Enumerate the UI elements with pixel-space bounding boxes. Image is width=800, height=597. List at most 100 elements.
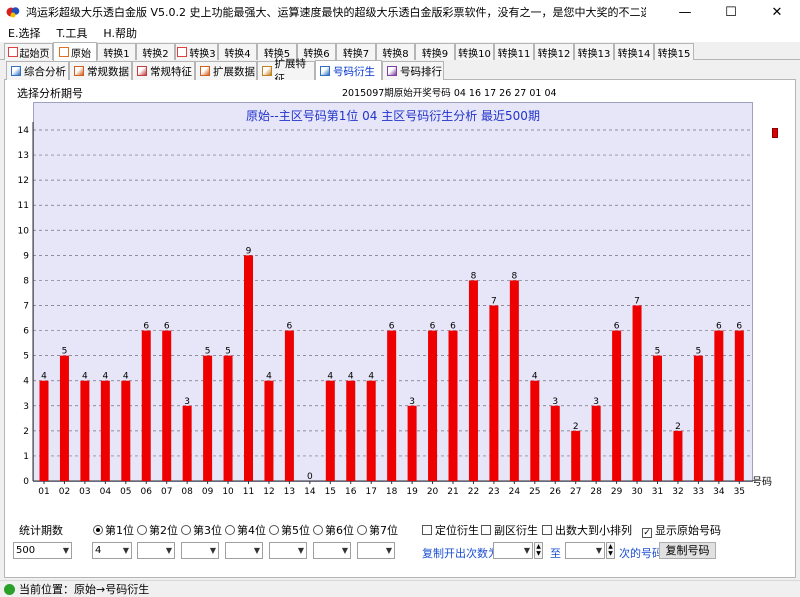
- position-radio-3[interactable]: 第3位: [181, 522, 222, 538]
- bar: [673, 430, 683, 481]
- tab-convert-4[interactable]: 转换4: [218, 43, 257, 60]
- period-select-label[interactable]: 选择分析期号: [17, 87, 83, 100]
- position-radio-7[interactable]: 第7位: [357, 522, 398, 538]
- y-tick-label: 3: [23, 402, 29, 412]
- tab-label: 转换4: [224, 48, 251, 60]
- bar: [366, 380, 376, 481]
- radio-icon: [137, 525, 147, 535]
- tab-label: 转换11: [497, 48, 531, 60]
- data-label: 6: [287, 322, 293, 332]
- checkbox-label: 出数大到小排列: [555, 524, 632, 537]
- tab-convert-14[interactable]: 转换14: [614, 43, 654, 60]
- data-label: 4: [123, 372, 129, 382]
- tab-label: 转换3: [189, 48, 216, 60]
- copy-from-spinner[interactable]: ▲ ▼: [534, 542, 543, 559]
- x-tick-label: 27: [570, 487, 581, 497]
- position-select-6[interactable]: ▼: [313, 542, 351, 559]
- position-label: 第2位: [149, 524, 178, 537]
- data-label: 6: [430, 322, 436, 332]
- menu-tools[interactable]: T.工具: [56, 27, 88, 40]
- checkbox-label: 副区衍生: [494, 524, 538, 537]
- position-select-5[interactable]: ▼: [269, 542, 307, 559]
- data-label: 4: [532, 372, 538, 382]
- position-select-4[interactable]: ▼: [225, 542, 263, 559]
- subtab-4[interactable]: 扩展数据: [195, 61, 257, 80]
- bar: [59, 355, 69, 481]
- copy-to-spinner[interactable]: ▲ ▼: [606, 542, 615, 559]
- subtab-3[interactable]: 常规特征: [132, 61, 195, 80]
- checkbox-label: 定位衍生: [435, 524, 479, 537]
- position-label: 第6位: [325, 524, 354, 537]
- position-radio-5[interactable]: 第5位: [269, 522, 310, 538]
- option-checkbox-1[interactable]: 定位衍生: [422, 522, 479, 538]
- subtab-5[interactable]: 扩展特征: [257, 58, 315, 85]
- option-checkbox-2[interactable]: 副区衍生: [481, 522, 538, 538]
- tab-convert-9[interactable]: 转换9: [415, 43, 455, 60]
- position-select-7[interactable]: ▼: [357, 542, 395, 559]
- tab-convert-5[interactable]: 转换5: [257, 43, 297, 60]
- y-tick-label: 1: [23, 452, 29, 462]
- status-bar: 当前位置：原始→号码衍生: [0, 580, 800, 597]
- chevron-down-icon: ▼: [341, 546, 348, 555]
- subtab-6[interactable]: 号码衍生: [315, 60, 382, 81]
- tab-convert-6[interactable]: 转换6: [297, 43, 336, 60]
- option-checkbox-3[interactable]: 出数大到小排列: [542, 522, 632, 538]
- stat-periods-select[interactable]: 500 ▼: [13, 542, 72, 559]
- minimize-icon: —: [678, 4, 692, 20]
- bar-chart: 0123456789101112131440150240340440560660…: [18, 122, 772, 497]
- copy-from-select[interactable]: ▼: [493, 542, 533, 559]
- tab-convert-15[interactable]: 转换15: [654, 43, 694, 60]
- menu-select[interactable]: E.选择: [8, 27, 41, 40]
- bar: [428, 330, 438, 481]
- bar: [468, 280, 478, 481]
- x-tick-label: 31: [652, 487, 663, 497]
- position-radio-6[interactable]: 第6位: [313, 522, 354, 538]
- data-label: 5: [655, 347, 661, 357]
- position-select-3[interactable]: ▼: [181, 542, 219, 559]
- subtab-2[interactable]: 常规数据: [69, 61, 132, 80]
- tab-convert-2[interactable]: 转换2: [136, 43, 175, 60]
- spin-down-icon: ▼: [608, 550, 613, 557]
- x-tick-label: 01: [38, 487, 49, 497]
- position-select-2[interactable]: ▼: [137, 542, 175, 559]
- copy-to-select[interactable]: ▼: [565, 542, 605, 559]
- y-tick-label: 8: [23, 276, 29, 286]
- menu-help[interactable]: H.帮助: [103, 27, 137, 40]
- x-tick-label: 03: [79, 487, 90, 497]
- tab-convert-8[interactable]: 转换8: [376, 43, 415, 60]
- tab-convert-7[interactable]: 转换7: [336, 43, 376, 60]
- subtab-7[interactable]: 号码排行: [382, 61, 444, 80]
- bar: [39, 380, 49, 481]
- tab-convert-10[interactable]: 转换10: [455, 43, 494, 60]
- tab-convert-12[interactable]: 转换12: [534, 43, 574, 60]
- minimize-button[interactable]: —: [662, 0, 708, 24]
- bar: [284, 330, 294, 481]
- position-radio-1[interactable]: 第1位: [93, 522, 134, 538]
- position-radio-2[interactable]: 第2位: [137, 522, 178, 538]
- close-button[interactable]: ✕: [754, 0, 800, 24]
- maximize-button[interactable]: ☐: [708, 0, 754, 24]
- option-checkbox-4[interactable]: ✓ 显示原始号码: [642, 522, 721, 538]
- tab-convert-13[interactable]: 转换13: [574, 43, 614, 60]
- tab-convert-1[interactable]: 转换1: [97, 43, 136, 60]
- position-label: 第4位: [237, 524, 266, 537]
- position-number-select[interactable]: 4 ▼: [92, 542, 132, 559]
- position-radio-4[interactable]: 第4位: [225, 522, 266, 538]
- copy-numbers-button[interactable]: 复制号码: [659, 542, 716, 559]
- maximize-icon: ☐: [725, 4, 737, 20]
- x-tick-label: 04: [100, 487, 112, 497]
- bar: [162, 330, 172, 481]
- content-panel: 选择分析期号 2015097期原始开奖号码 04 16 17 26 27 01 …: [4, 80, 796, 578]
- ranking-icon: [387, 66, 397, 76]
- tab-label: 转换10: [458, 48, 491, 60]
- tab-label: 原始: [71, 48, 91, 60]
- tab-original[interactable]: 原始: [53, 42, 97, 61]
- data-label: 6: [716, 322, 722, 332]
- checkbox-icon: [7, 47, 18, 57]
- subtab-1[interactable]: 综合分析: [6, 61, 69, 80]
- tab-convert-11[interactable]: 转换11: [494, 43, 534, 60]
- tab-convert-3[interactable]: 转换3: [175, 43, 218, 60]
- x-tick-label: 06: [141, 487, 153, 497]
- tab-label: 转换9: [421, 48, 449, 60]
- tab-start-page[interactable]: 起始页: [4, 43, 53, 60]
